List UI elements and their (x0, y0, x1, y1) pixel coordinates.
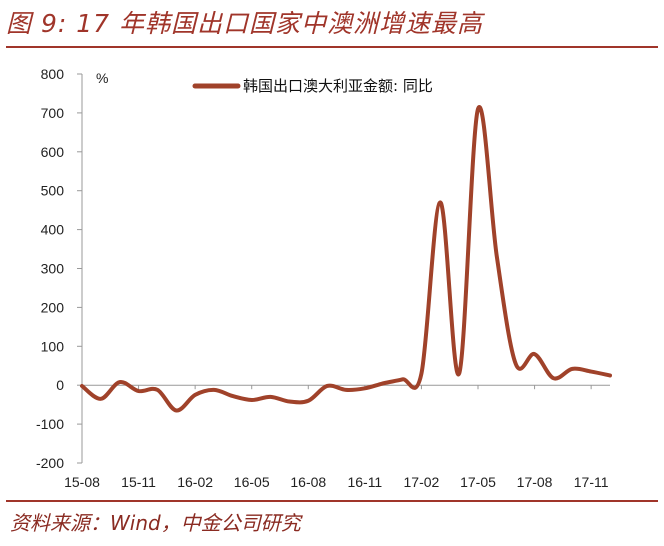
x-tick-label: 15-11 (121, 474, 156, 490)
x-tick-label: 16-05 (234, 474, 270, 490)
y-tick-label: 100 (41, 338, 65, 354)
chart-title: 图 9: 17 年韩国出口国家中澳洲增速最高 (6, 9, 483, 38)
data-point-16-06 (269, 395, 273, 399)
data-point-17-11 (589, 370, 593, 374)
data-points (80, 107, 612, 412)
data-point-17-05 (476, 107, 480, 111)
data-point-17-06 (495, 255, 499, 259)
data-point-15-11 (137, 389, 141, 393)
data-point-15-08 (80, 384, 84, 388)
y-tick-label: -100 (36, 416, 64, 432)
legend: 韩国出口澳大利亚金额: 同比 (192, 77, 433, 95)
data-point-16-08 (306, 399, 310, 403)
y-tick-label: 600 (41, 144, 65, 160)
data-point-16-12 (382, 381, 386, 385)
footer-rule (6, 500, 658, 502)
data-point-17-09 (551, 376, 555, 380)
data-point-15-10 (118, 380, 122, 384)
data-point-16-11 (363, 386, 367, 390)
data-point-17-02 (419, 372, 423, 376)
x-tick-label: 16-08 (290, 474, 326, 490)
data-point-17-12 (608, 373, 612, 377)
x-axis-ticks: 15-08 15-11 16-02 16-05 16-08 16-11 17-02 17-05… (64, 385, 609, 490)
y-axis-ticks: -200 -100 0 100 200 300 400 500 600 700 800 (36, 66, 82, 471)
series-line-australia-export-yoy (80, 104, 612, 413)
data-point-16-03 (212, 388, 216, 392)
data-point-17-01 (401, 377, 405, 381)
y-tick-label: 400 (41, 222, 65, 238)
x-tick-label: 15-08 (64, 474, 100, 490)
data-point-17-07 (514, 362, 518, 366)
data-point-15-09 (99, 397, 103, 401)
x-tick-label: 16-11 (347, 474, 382, 490)
data-point-17-08 (533, 352, 537, 356)
legend-label: 韩国出口澳大利亚金额: 同比 (243, 77, 433, 95)
y-tick-label: 800 (41, 66, 65, 82)
x-tick-label: 17-05 (460, 474, 496, 490)
source-note: 资料来源：Wind，中金公司研究 (10, 511, 301, 535)
x-tick-label: 16-02 (177, 474, 213, 490)
y-tick-label: 500 (41, 183, 65, 199)
data-point-16-09 (325, 384, 329, 388)
data-point-16-10 (344, 388, 348, 392)
data-point-16-07 (287, 400, 291, 404)
y-unit-label: % (96, 70, 108, 86)
data-point-16-04 (231, 394, 235, 398)
data-point-16-01 (174, 408, 178, 412)
x-tick-label: 17-08 (517, 474, 553, 490)
data-point-16-02 (193, 393, 197, 397)
y-tick-label: -200 (36, 455, 64, 471)
title-rule (6, 46, 658, 48)
y-tick-label: 700 (41, 105, 65, 121)
data-point-17-04 (457, 372, 461, 376)
data-point-15-12 (155, 388, 159, 392)
data-point-17-10 (570, 367, 574, 371)
data-point-17-03 (438, 200, 442, 204)
y-tick-label: 200 (41, 299, 65, 315)
x-tick-label: 17-11 (574, 474, 609, 490)
data-point-16-05 (250, 398, 254, 402)
x-tick-label: 17-02 (404, 474, 440, 490)
y-tick-label: 0 (56, 377, 64, 393)
y-tick-label: 300 (41, 261, 65, 277)
